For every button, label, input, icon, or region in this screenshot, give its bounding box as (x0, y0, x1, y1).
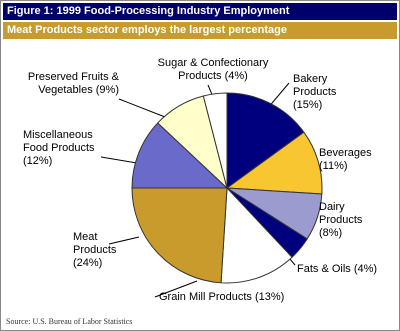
category-label: Sugar & Confectionary Products (157, 57, 269, 82)
pie-slice (131, 187, 228, 284)
leader-line (118, 98, 166, 118)
value-label: (4%) (353, 263, 378, 275)
value-label: (4%) (224, 70, 248, 82)
slice-label: Dairy Products (8%) (319, 201, 371, 240)
value-label: (8%) (319, 227, 343, 239)
value-label: (24%) (73, 257, 103, 269)
slice-label: Beverages (11%) (319, 147, 389, 173)
category-label: Meat Products (73, 231, 117, 256)
value-label: (9%) (95, 84, 119, 96)
slice-label: Grain Mill Products (13%) (159, 291, 339, 304)
slice-label: Sugar & Confectionary Products (4%) (149, 57, 277, 83)
category-label: Grain Mill Products (159, 291, 252, 303)
category-label: Beverages (319, 147, 372, 159)
slice-label: Fats & Oils (4%) (297, 263, 397, 276)
category-label: Fats & Oils (297, 263, 351, 275)
category-label: Preserved Fruits & Vegetables (27, 71, 119, 96)
leader-line (108, 236, 140, 245)
value-label: (12%) (23, 155, 53, 167)
source-note: Source: U.S. Bureau of Labor Statistics (6, 317, 133, 326)
chart-subtitle: Meat Products sector employs the largest… (3, 22, 397, 39)
category-label: Miscellaneous Food Products (23, 129, 95, 154)
leader-line (100, 156, 138, 164)
leader-line (154, 280, 198, 298)
value-label: (11%) (319, 160, 348, 172)
value-label: (15%) (293, 99, 323, 111)
pie-slice (131, 122, 229, 189)
slice-label: Bakery Products (15%) (293, 73, 345, 112)
slice-label: Preserved Fruits & Vegetables (9%) (15, 71, 119, 97)
pie-slice (220, 186, 293, 284)
pie-slice (225, 131, 323, 195)
value-label: (13%) (254, 291, 285, 303)
pie-slice (202, 92, 228, 189)
slice-label: Miscellaneous Food Products (12%) (23, 129, 108, 168)
slice-label: Meat Products (24%) (73, 231, 125, 270)
category-label: Dairy Products (319, 201, 363, 226)
category-label: Bakery Products (293, 73, 337, 98)
chart-title: Figure 1: 1999 Food-Processing Industry … (3, 3, 397, 20)
pie-slice (226, 92, 305, 189)
